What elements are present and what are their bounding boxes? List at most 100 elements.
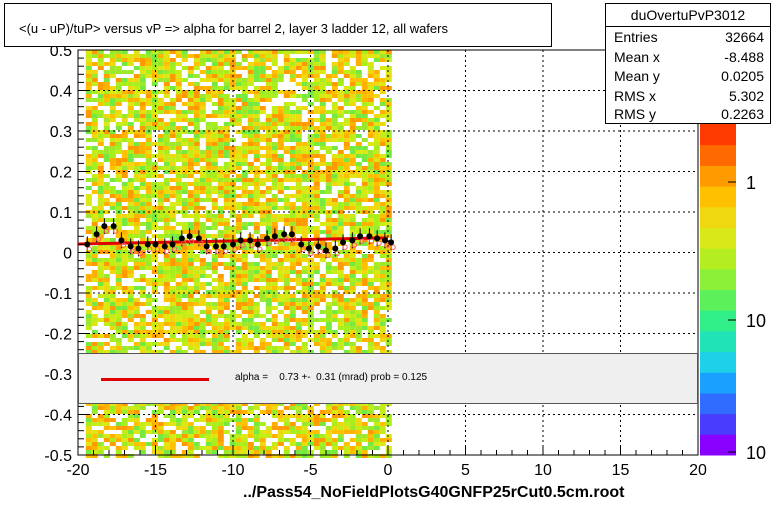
heatmap-cell [211,166,218,170]
heatmap-cell [379,90,386,94]
heatmap-cell [385,106,392,110]
heatmap-cell [355,54,362,58]
heatmap-cell [181,78,188,82]
heatmap-cell [193,130,200,134]
heatmap-cell [355,406,362,410]
heatmap-cell [97,218,104,222]
heatmap-cell [361,194,368,198]
heatmap-cell [127,86,134,90]
heatmap-cell [307,282,314,286]
heatmap-cell [355,70,362,74]
heatmap-cell [247,426,254,430]
heatmap-cell [223,266,230,270]
palette-swatch [700,165,736,187]
heatmap-cell [157,210,164,214]
heatmap-cell [343,402,350,406]
heatmap-cell [253,66,260,70]
heatmap-cell [337,422,344,426]
heatmap-cell [373,138,380,142]
heatmap-cell [169,410,176,414]
heatmap-cell [295,198,302,202]
heatmap-cell [139,118,146,122]
heatmap-cell [331,446,338,450]
heatmap-cell [241,454,248,458]
heatmap-cell [379,346,386,350]
heatmap-cell [139,446,146,450]
heatmap-cell [145,110,152,114]
heatmap-cell [265,434,272,438]
heatmap-cell [355,146,362,150]
heatmap-cell [127,218,134,222]
heatmap-cell [241,54,248,58]
heatmap-cell [205,74,212,78]
heatmap-cell [133,426,140,430]
heatmap-cell [253,250,260,254]
heatmap-cell [127,90,134,94]
heatmap-cell [271,106,278,110]
heatmap-cell [157,450,164,454]
heatmap-cell [337,70,344,74]
heatmap-cell [385,174,392,178]
heatmap-cell [319,90,326,94]
heatmap-cell [313,214,320,218]
heatmap-cell [199,222,206,226]
heatmap-cell [133,202,140,206]
heatmap-cell [337,306,344,310]
heatmap-cell [325,438,332,442]
profile-point [388,239,395,246]
heatmap-cell [355,422,362,426]
heatmap-cell [217,138,224,142]
heatmap-cell [211,254,218,258]
stats-name: duOvertuPvP3012 [630,7,746,23]
heatmap-cell [205,86,212,90]
heatmap-cell [241,102,248,106]
heatmap-cell [187,54,194,58]
heatmap-cell [193,290,200,294]
heatmap-cell [367,270,374,274]
heatmap-cell [175,246,182,250]
heatmap-cell [151,278,158,282]
heatmap-cell [109,86,116,90]
heatmap-cell [217,278,224,282]
heatmap-cell [337,226,344,230]
heatmap-cell [265,402,272,406]
heatmap-cell [337,326,344,330]
heatmap-cell [187,190,194,194]
palette-swatch [700,372,736,394]
heatmap-cell [139,246,146,250]
heatmap-cell [379,306,386,310]
heatmap-cell [109,178,116,182]
heatmap-cell [289,194,296,198]
heatmap-cell [319,70,326,74]
heatmap-cell [121,426,128,430]
palette-swatch [700,227,736,249]
heatmap-cell [253,118,260,122]
heatmap-cell [187,230,194,234]
heatmap-cell [109,66,116,70]
heatmap-cell [181,102,188,106]
heatmap-cell [199,430,206,434]
heatmap-cell [217,338,224,342]
heatmap-cell [169,142,176,146]
heatmap-cell [115,438,122,442]
heatmap-cell [361,402,368,406]
heatmap-cell [205,330,212,334]
heatmap-cell [271,326,278,330]
heatmap-cell [289,154,296,158]
heatmap-cell [103,190,110,194]
heatmap-cell [277,78,284,82]
heatmap-cell [373,198,380,202]
heatmap-cell [289,90,296,94]
heatmap-cell [205,318,212,322]
heatmap-cell [373,58,380,62]
heatmap-cell [133,222,140,226]
heatmap-cell [313,98,320,102]
heatmap-cell [295,350,302,354]
heatmap-cell [175,282,182,286]
heatmap-cell [91,114,98,118]
heatmap-cell [163,74,170,78]
heatmap-cell [235,442,242,446]
heatmap-cell [145,214,152,218]
heatmap-cell [163,210,170,214]
heatmap-cell [109,266,116,270]
